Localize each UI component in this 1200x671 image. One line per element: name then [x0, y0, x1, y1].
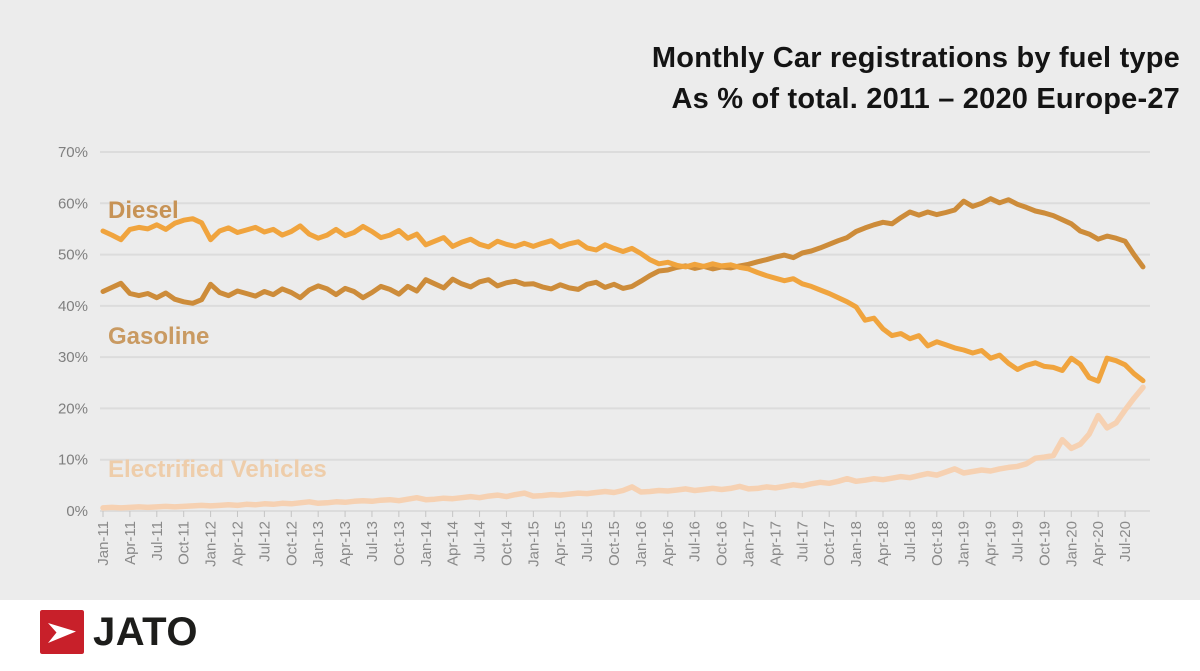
x-axis-label: Oct-14	[498, 521, 515, 566]
x-axis-label: Jul-20	[1117, 521, 1134, 562]
x-axis-label: Apr-13	[337, 521, 354, 566]
x-axis-label: Apr-19	[983, 521, 1000, 566]
y-axis-label: 0%	[66, 503, 88, 520]
x-axis-label: Jul-16	[687, 521, 704, 562]
x-axis-label: Apr-17	[767, 521, 784, 566]
x-axis-label: Jan-18	[848, 521, 865, 567]
x-axis-label: Oct-13	[391, 521, 408, 566]
x-axis-label: Jul-17	[794, 521, 811, 562]
x-axis-label: Jul-12	[256, 521, 273, 562]
footer: JATO	[0, 600, 1200, 671]
x-axis-label: Jan-12	[203, 521, 220, 567]
x-axis-label: Oct-16	[714, 521, 731, 566]
x-axis-label: Apr-18	[875, 521, 892, 566]
x-axis-label: Apr-11	[122, 521, 139, 565]
x-axis-label: Oct-11	[176, 521, 193, 565]
x-axis-label: Jan-16	[633, 521, 650, 567]
y-axis-label: 70%	[58, 144, 88, 161]
y-axis-label: 50%	[58, 247, 88, 264]
x-axis-label: Jul-18	[902, 521, 919, 562]
x-axis-label: Oct-15	[606, 521, 623, 566]
chart-title-line1: Monthly Car registrations by fuel type	[651, 42, 1180, 74]
chart-title-line2: As % of total. 2011 – 2020 Europe-27	[671, 83, 1180, 115]
series-label-diesel: Diesel	[108, 197, 179, 224]
x-axis-label: Jul-14	[472, 521, 489, 562]
chart-canvas: 0% 10% 20% 30% 40% 50% 60% 70% Jan-11 Apr-11 Jul-1…	[58, 144, 1150, 567]
x-axis-label: Jan-11	[95, 521, 112, 566]
x-axis-label: Oct-17	[821, 521, 838, 566]
x-axis-label: Jul-13	[364, 521, 381, 562]
jato-arrow-icon	[40, 610, 84, 654]
x-axis-label: Jan-13	[310, 521, 327, 567]
x-axis-label: Jan-17	[741, 521, 758, 567]
series-label-gasoline: Gasoline	[108, 323, 209, 350]
x-axis-label: Jul-11	[149, 521, 166, 561]
series-line-diesel	[100, 216, 1146, 384]
series-line-gasoline	[100, 196, 1146, 306]
chart-title: Monthly Car registrations by fuel type A…	[652, 38, 1180, 120]
y-axis-label: 20%	[58, 400, 88, 417]
y-axis-label: 40%	[58, 298, 88, 315]
x-axis-label: Oct-18	[929, 521, 946, 566]
x-axis-label: Apr-16	[660, 521, 677, 566]
x-axis-label: Oct-12	[283, 521, 300, 566]
x-axis-label: Apr-15	[552, 521, 569, 566]
x-axis-label: Jan-19	[956, 521, 973, 567]
x-axis-label: Apr-14	[445, 521, 462, 566]
y-axis-label: 10%	[58, 452, 88, 469]
x-axis-label: Jul-19	[1009, 521, 1026, 562]
series-line-electrified-vehicles	[100, 384, 1146, 511]
jato-wordmark: JATO	[93, 610, 198, 654]
y-axis-label: 60%	[58, 195, 88, 212]
y-axis-label: 30%	[58, 349, 88, 366]
x-axis-label: Jul-15	[579, 521, 596, 562]
jato-logo: JATO	[40, 610, 198, 654]
x-axis-label: Apr-20	[1090, 521, 1107, 566]
x-axis-label: Jan-20	[1063, 521, 1080, 567]
x-axis-label: Apr-12	[229, 521, 246, 566]
x-axis-label: Jan-15	[525, 521, 542, 567]
x-axis-label: Jan-14	[418, 521, 435, 567]
x-axis-label: Oct-19	[1036, 521, 1053, 566]
series-label-electrified-vehicles: Electrified Vehicles	[108, 456, 327, 483]
